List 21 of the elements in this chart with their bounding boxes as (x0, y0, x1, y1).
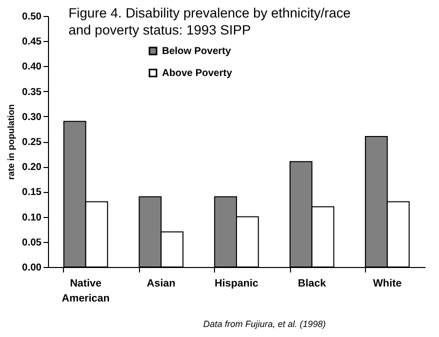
y-tick-label: 0.05 (22, 237, 42, 248)
y-tick-label: 0.50 (22, 12, 42, 22)
y-tick-label: 0.00 (22, 262, 42, 274)
x-tick-label: Hispanic (214, 278, 259, 290)
chart-title: Figure 4. Disability prevalence by ethnicity/race and poverty status: 1993 SIPP (68, 6, 351, 38)
y-tick-label: 0.20 (22, 162, 42, 174)
y-tick-label: 0.30 (22, 112, 42, 123)
y-axis-title: rate in population (6, 104, 16, 180)
x-tick-label: White (373, 278, 402, 290)
x-tick-label: Native American (62, 278, 110, 304)
x-tick-label: Asian (146, 278, 176, 290)
text: Data from Fujiura, et al. (1998) (202, 319, 327, 329)
y-tick-label: 0.40 (22, 62, 42, 73)
legend-label: Above Poverty (162, 68, 232, 79)
y-tick-label: 0.10 (22, 212, 42, 224)
y-tick-label: 0.35 (22, 86, 42, 98)
y-tick-label: 0.15 (22, 187, 42, 198)
y-tick-label: 0.25 (22, 137, 42, 148)
x-tick-label: Black (298, 278, 326, 290)
legend-label: Below Poverty (162, 46, 232, 57)
y-tick-label: 0.45 (22, 36, 42, 48)
